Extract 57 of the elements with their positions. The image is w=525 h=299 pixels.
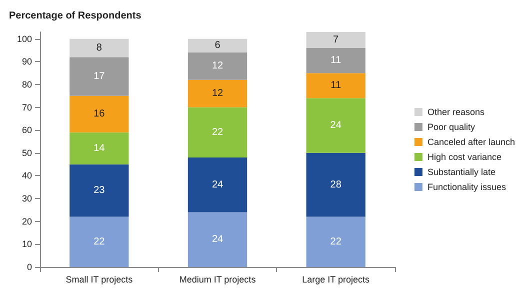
- data-label: 14: [94, 142, 106, 154]
- x-tick-label: Small IT projects: [66, 274, 134, 284]
- y-tick-label: 60: [22, 125, 32, 136]
- bar: [306, 48, 366, 74]
- data-label: 16: [94, 108, 106, 120]
- bar: [70, 57, 129, 96]
- y-tick-label: 70: [22, 102, 32, 112]
- y-tick-label: 80: [22, 79, 32, 90]
- data-label: 24: [330, 120, 342, 132]
- y-tick-label: 100: [16, 34, 32, 44]
- data-label: 22: [94, 236, 106, 248]
- data-label: 28: [330, 179, 342, 190]
- data-label: 12: [212, 88, 224, 100]
- bar: [306, 152, 366, 217]
- y-tick-label: 20: [22, 216, 32, 226]
- data-label: 8: [96, 42, 102, 54]
- data-label: 22: [212, 126, 224, 138]
- y-tick-label: 0: [26, 262, 32, 272]
- y-tick-label: 50: [22, 148, 32, 158]
- data-label: 7: [333, 34, 340, 46]
- data-label: 11: [330, 55, 342, 66]
- x-tick-label: Medium IT projects: [179, 274, 256, 284]
- y-tick-label: 90: [22, 56, 32, 67]
- data-label: 23: [94, 185, 106, 196]
- data-label: 24: [212, 179, 224, 190]
- data-label: 11: [330, 80, 342, 92]
- legend-label: Functionality issues: [427, 182, 506, 192]
- y-tick-label: 30: [22, 194, 32, 204]
- bar: [70, 164, 129, 217]
- data-label: 24: [212, 234, 224, 246]
- bar: [188, 107, 248, 158]
- bar: [306, 73, 366, 98]
- legend-label: Substantially late: [427, 167, 496, 177]
- y-tick-label: 10: [22, 239, 32, 250]
- bar: [306, 32, 366, 48]
- bar: [70, 132, 129, 164]
- data-label: 22: [330, 236, 342, 248]
- chart-title: Percentage of Respondents: [9, 10, 142, 22]
- y-tick-label: 40: [22, 170, 32, 181]
- bar: [306, 98, 366, 153]
- bar: [306, 216, 366, 267]
- legend-label: Poor quality: [427, 122, 476, 132]
- bar: [188, 52, 248, 80]
- legend-label: Canceled after launch: [427, 137, 516, 147]
- bar: [188, 157, 248, 212]
- bar: [188, 38, 248, 53]
- bar: [70, 38, 129, 58]
- data-label: 17: [94, 70, 106, 82]
- bar: [188, 80, 248, 108]
- data-label: 6: [214, 40, 221, 52]
- legend-label: Other reasons: [427, 107, 485, 117]
- x-tick-label: Large IT projects: [302, 274, 370, 284]
- legend-label: High cost variance: [427, 152, 502, 162]
- bar: [70, 96, 129, 132]
- bar: [188, 212, 248, 267]
- data-label: 12: [212, 60, 224, 72]
- bar: [70, 216, 129, 267]
